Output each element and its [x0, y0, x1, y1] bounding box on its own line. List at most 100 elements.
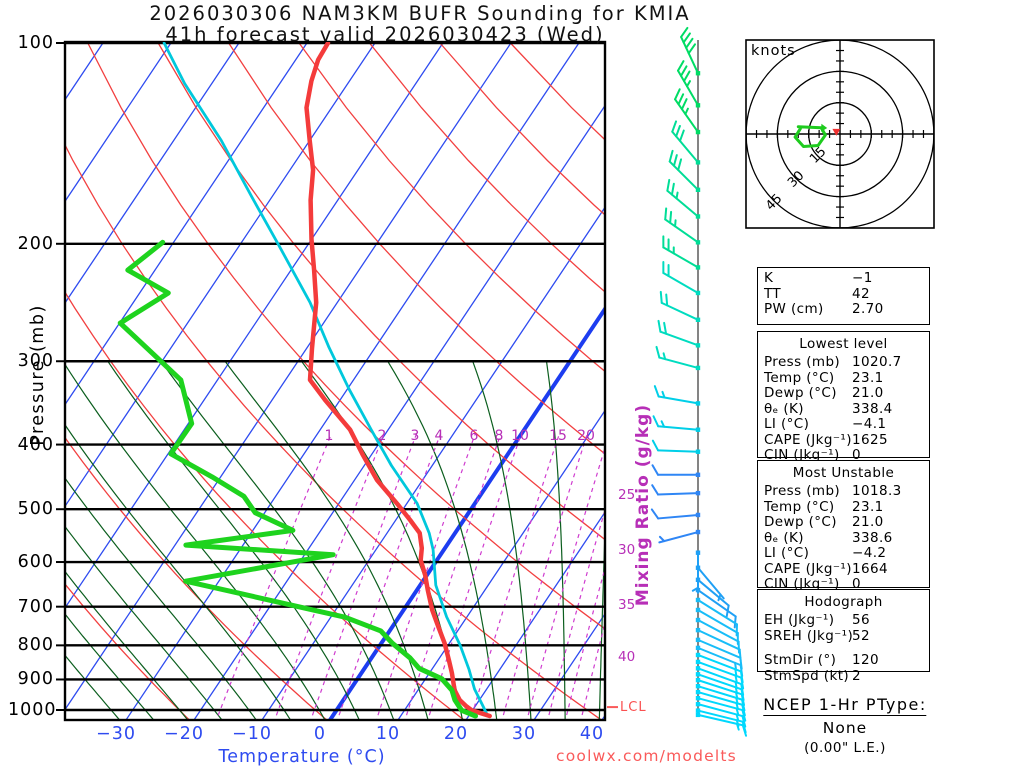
stat-value: 2	[852, 667, 861, 684]
table-row: Temp (°C) 23.1	[764, 370, 929, 387]
table-title: Hodograph	[804, 594, 883, 610]
table-row: StmDir (°) 120	[764, 652, 929, 669]
stat-value: −1	[852, 270, 873, 286]
temperature-axis-title: Temperature (°C)	[218, 747, 386, 767]
mixing-ratio-line	[274, 433, 385, 720]
mixing-ratio-line	[580, 621, 605, 720]
stat-value: 1020.7	[852, 354, 902, 370]
wind-barb	[662, 235, 701, 270]
stat-label: EH (Jkg⁻¹)	[764, 612, 835, 628]
stat-value: 1664	[852, 560, 888, 577]
mixing-ratio-line	[336, 433, 442, 720]
dry-adiabat-line	[87, 42, 605, 630]
storm-motion-marker	[832, 128, 841, 136]
dry-adiabat-line	[157, 42, 605, 541]
moist-adiabat-line	[65, 423, 292, 720]
wind-barb	[677, 60, 701, 108]
wind-barb	[662, 260, 701, 296]
dewpoint-trace	[117, 239, 478, 719]
wind-barb	[657, 319, 701, 348]
stat-value: 0	[852, 576, 861, 592]
pressure-tick-label: 700	[17, 597, 54, 617]
dry-adiabat-line	[65, 583, 191, 720]
wind-barb	[695, 701, 747, 728]
stat-value: 2.70	[852, 301, 884, 317]
table-row: CIN (Jkg⁻¹) 0	[764, 447, 929, 464]
table-row: θₑ (K) 338.6	[764, 529, 929, 547]
table-row: Temp (°C) 23.1	[764, 498, 929, 516]
mixing-ratio-line	[470, 433, 561, 720]
stat-value: 338.4	[852, 400, 893, 417]
pressure-tick-label: 400	[17, 435, 54, 455]
table-row: PW (cm) 2.70	[764, 301, 929, 318]
table-row: StmSpd (kt) 2	[764, 667, 929, 685]
isotherm-line	[65, 42, 173, 203]
mixing-ratio-line	[215, 433, 333, 720]
stat-value: −4.1	[852, 416, 887, 432]
stats-table-most-unstable: Most Unstable Press (mb) 1018.3 Temp (°C) 23…	[757, 460, 930, 592]
mixing-ratio-axis-title: Mixing Ratio (g/kg)	[633, 403, 653, 607]
stat-value: 23.1	[852, 498, 884, 515]
wind-barb	[691, 550, 701, 594]
moist-adiabat-line	[65, 654, 121, 720]
stat-value: 42	[852, 285, 870, 302]
mixing-ratio-top-label: 20	[577, 428, 595, 444]
table-row: SREH (Jkg⁻¹) 52	[764, 627, 929, 645]
stats-table-indices: K −1 TT 42 PW (cm) 2.70	[757, 267, 930, 325]
watermark-link[interactable]: coolwx.com/modelts	[556, 747, 737, 765]
stat-value: 1625	[852, 431, 888, 448]
dry-adiabat-line	[298, 42, 605, 373]
mixing-ratio-right-label: 30	[618, 542, 636, 558]
mixing-ratio-line	[427, 433, 522, 720]
stat-value: 338.6	[852, 529, 893, 546]
wind-barb	[671, 120, 701, 165]
lcl-label: LCL	[620, 700, 647, 715]
isotherm-line	[328, 305, 605, 720]
table-row: θₑ (K) 338.4	[764, 400, 929, 418]
temp-tick-label: 10	[375, 724, 401, 744]
stat-value: 21.0	[852, 385, 884, 401]
sounding-traces	[117, 42, 492, 719]
stat-value: 0	[852, 447, 861, 463]
hodograph-trace-arrow	[821, 123, 828, 132]
ptype-heading: NCEP 1-Hr PType:	[763, 695, 927, 716]
table-row: CAPE (Jkg⁻¹) 1664	[764, 560, 929, 578]
wind-barb	[695, 659, 745, 690]
table-row: LI (°C) −4.2	[764, 545, 929, 562]
wind-barb	[651, 464, 701, 478]
wind-barb	[695, 712, 748, 737]
mixing-ratio-right-label: 40	[618, 649, 636, 665]
isotherm-line	[261, 206, 605, 720]
stat-label: K	[764, 270, 774, 286]
mixing-ratio-top-label: 4	[434, 428, 444, 444]
plot-frame	[63, 40, 607, 722]
table-row: Dewp (°C) 21.0	[764, 514, 929, 531]
moist-adiabat-line	[545, 361, 566, 720]
wind-barb	[652, 415, 701, 432]
isotherm-line	[65, 42, 241, 305]
table-row: TT 42	[764, 285, 929, 303]
stat-label: LI (°C)	[764, 416, 810, 432]
mixing-ratio-line	[564, 566, 605, 720]
pressure-tick-label: 300	[17, 351, 54, 371]
stat-label: CAPE (Jkg⁻¹)	[764, 560, 852, 577]
temp-tick-label: 20	[443, 724, 469, 744]
mixing-ratio-right-label: 35	[618, 597, 636, 613]
table-row: LI (°C) −4.1	[764, 416, 929, 433]
mixing-ratio-line	[501, 433, 588, 720]
pressure-tick-label: 1000	[8, 700, 57, 720]
wind-barb	[680, 26, 701, 76]
stat-label: θₑ (K)	[764, 400, 804, 417]
wind-barb	[658, 529, 701, 544]
moist-adiabat-line	[65, 525, 223, 720]
table-row: Dewp (°C) 21.0	[764, 385, 929, 402]
mixing-ratio-top-label: 1	[324, 428, 334, 444]
hodograph-units-label: knots	[751, 43, 796, 59]
moist-adiabat-line	[65, 570, 189, 720]
wind-barb	[650, 508, 701, 520]
stat-value: 52	[852, 627, 870, 644]
table-row: CAPE (Jkg⁻¹) 1625	[764, 431, 929, 449]
wind-barb	[695, 565, 725, 602]
stat-label: StmDir (°)	[764, 652, 837, 668]
mixing-ratio-top-label: 3	[410, 428, 420, 444]
